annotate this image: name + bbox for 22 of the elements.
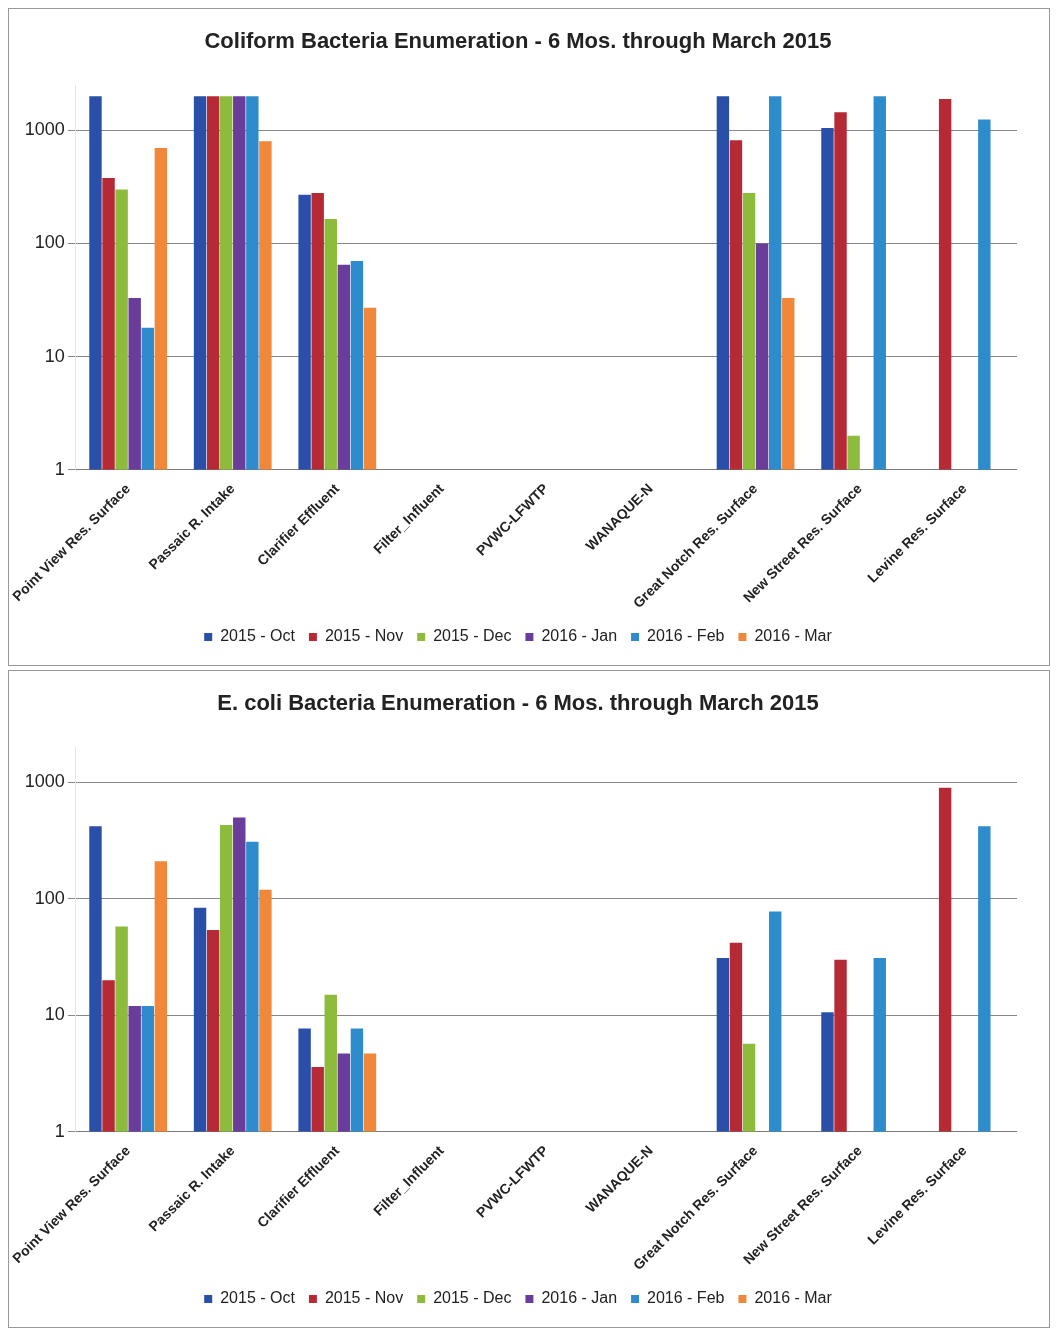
y-tick-label: 1 (54, 458, 65, 479)
legend-label: 2016 - Mar (754, 1289, 833, 1307)
y-tick-label: 1 (54, 1120, 65, 1141)
legend-label: 2015 - Dec (433, 627, 512, 645)
y-tick-label: 1000 (24, 771, 65, 792)
legend-label: 2016 - Feb (647, 627, 725, 645)
y-tick-label: 1000 (24, 119, 65, 140)
y-tick-label: 10 (44, 345, 65, 366)
legend-label: 2015 - Oct (220, 1289, 296, 1307)
legend-label: 2015 - Dec (433, 1289, 512, 1307)
legend-label: 2016 - Mar (754, 627, 833, 645)
chart-title: Coliform Bacteria Enumeration - 6 Mos. through March 2015 (204, 28, 832, 54)
y-tick-label: 100 (34, 887, 65, 908)
legend-label: 2016 - Jan (541, 1289, 618, 1307)
chart-title: E. coli Bacteria Enumeration - 6 Mos. through March 2015 (217, 690, 819, 716)
legend-label: 2016 - Jan (541, 627, 618, 645)
y-tick-label: 100 (34, 232, 65, 253)
legend-label: 2016 - Feb (647, 1289, 725, 1307)
y-tick-label: 10 (44, 1004, 65, 1025)
legend-label: 2015 - Nov (324, 1289, 404, 1307)
legend-label: 2015 - Oct (220, 627, 296, 645)
legend-label: 2015 - Nov (324, 627, 404, 645)
